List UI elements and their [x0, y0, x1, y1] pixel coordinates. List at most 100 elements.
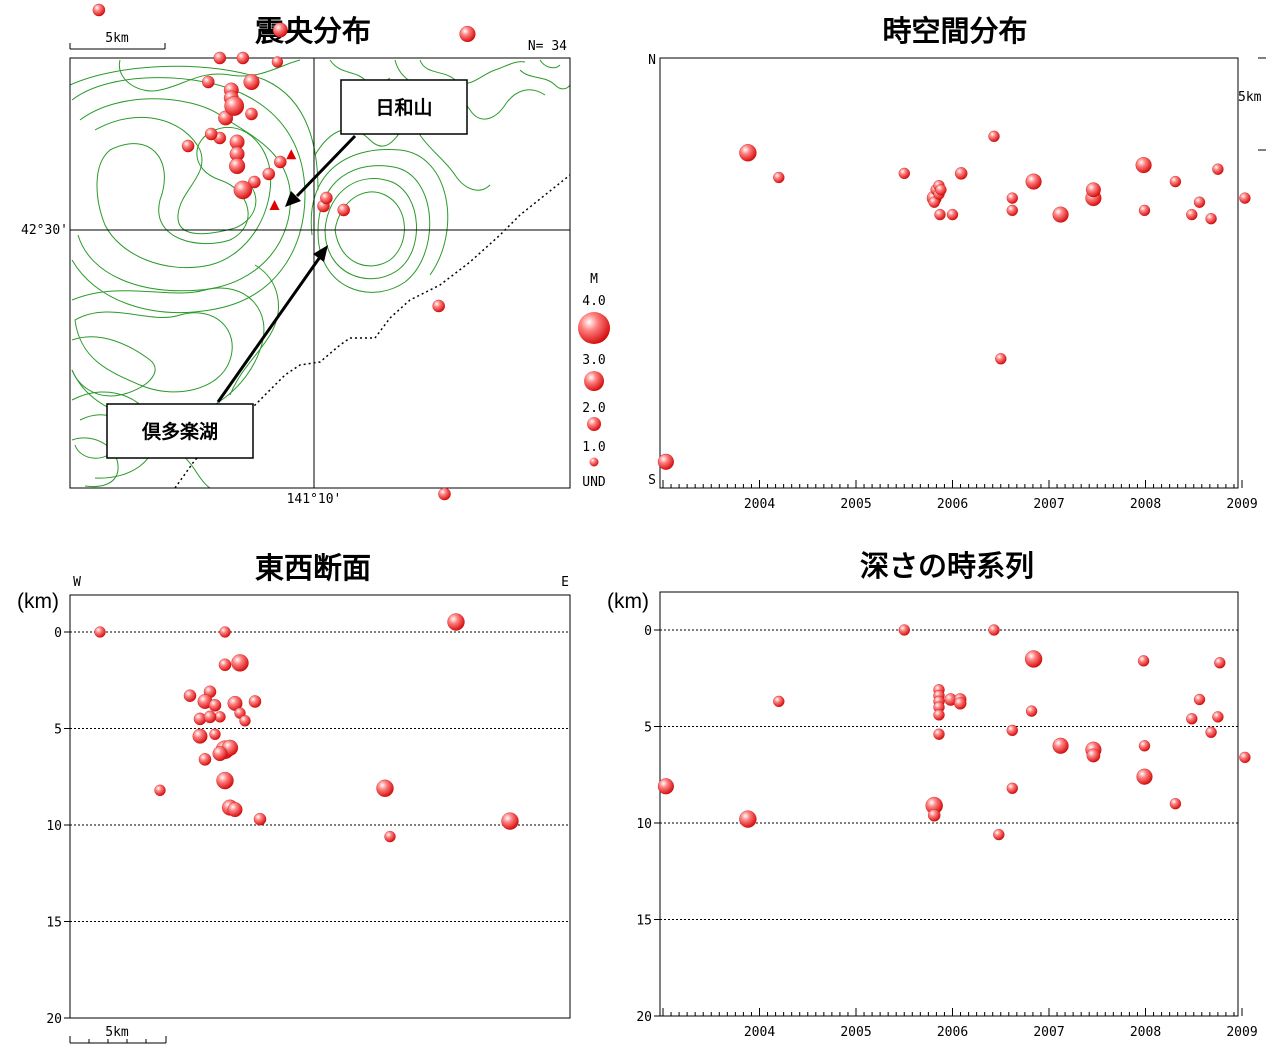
space-time-point	[954, 167, 968, 180]
ew-section-point	[239, 715, 251, 727]
space-time-point	[1006, 192, 1018, 204]
right-scale-label: 5km	[1238, 90, 1262, 105]
epicenter-point	[245, 107, 258, 121]
legend-marker-2	[587, 417, 601, 431]
depth-time-point	[657, 778, 674, 795]
ew-depth-grid: 0 5 10 15 20	[46, 626, 570, 1027]
space-time-point	[946, 208, 959, 221]
space-time-point	[773, 171, 785, 184]
epicenter-point	[224, 96, 245, 116]
legend-title: M	[590, 272, 598, 287]
space-time-point	[1186, 208, 1198, 221]
legend-marker-3	[584, 371, 604, 391]
depth-time-point	[1186, 713, 1198, 725]
epicenter-map-panel: 震央分布 5km N= 34	[21, 3, 571, 631]
depth-time-point	[927, 809, 941, 822]
epicenter-point	[272, 22, 288, 38]
epicenter-point	[181, 139, 195, 153]
space-time-point	[1085, 182, 1101, 198]
ew-scale-bar: 5km	[69, 1025, 167, 1044]
depth-time-point	[1169, 798, 1182, 810]
ew-section-points	[94, 626, 519, 843]
depth-time-point	[933, 709, 945, 721]
depth-tick-label: 15	[636, 914, 652, 929]
ew-section-point	[192, 728, 208, 744]
map-scale-bar: 5km	[69, 31, 166, 50]
ew-scale-label: 5km	[105, 1025, 129, 1040]
epicenter-point	[236, 51, 250, 65]
depth-tick-label: 0	[54, 626, 62, 641]
epicenter-point	[92, 3, 106, 17]
ew-section-point	[227, 802, 243, 818]
ew-section-point	[212, 746, 228, 762]
depth-time-unit: (km)	[607, 590, 649, 613]
depth-time-point	[1214, 657, 1226, 669]
depth-tick-label: 5	[644, 721, 652, 736]
event-count-label: N= 34	[528, 39, 567, 54]
legend-level-und: UND	[582, 475, 606, 490]
magnitude-legend: M 4.0 3.0 2.0 1.0 UND	[578, 272, 610, 490]
epicenter-point	[459, 25, 476, 43]
depth-time-point	[1137, 655, 1150, 667]
space-time-title: 時空間分布	[882, 14, 1027, 48]
depth-time-title: 深さの時系列	[860, 549, 1034, 583]
space-time-point	[935, 184, 947, 196]
epicenter-point	[202, 75, 215, 89]
depth-time-point	[1239, 751, 1251, 764]
depth-time-point	[1006, 724, 1018, 737]
ew-section-point	[218, 658, 232, 672]
map-scale-label: 5km	[105, 31, 129, 46]
space-time-point	[1025, 173, 1042, 190]
depth-tick-label: 15	[46, 916, 62, 931]
epicenter-point	[274, 155, 287, 169]
year-label: 2008	[1130, 497, 1161, 512]
epicenter-point	[233, 180, 253, 200]
south-label: S	[648, 473, 656, 488]
epicenter-point	[438, 487, 451, 501]
ew-section-point	[384, 830, 396, 843]
callout-kuttara-lake-label: 倶多楽湖	[141, 420, 218, 443]
depth-tick-label: 20	[46, 1012, 62, 1027]
epicenter-point	[229, 157, 246, 175]
ew-section-point	[248, 695, 262, 708]
year-label: 2006	[937, 497, 968, 512]
ew-section-point	[208, 699, 222, 712]
depth-time-point	[988, 624, 1000, 636]
volcano-triangle	[286, 149, 297, 160]
space-time-point	[1052, 206, 1069, 223]
space-time-point	[739, 144, 757, 162]
epicenter-point	[243, 73, 260, 91]
ew-section-point	[376, 779, 394, 797]
legend-level-1: 1.0	[582, 440, 605, 455]
space-time-point	[1239, 192, 1251, 204]
space-time-point	[657, 453, 674, 470]
legend-marker-4	[578, 312, 610, 344]
depth-time-point	[1193, 693, 1206, 706]
depth-tick-label: 5	[54, 723, 62, 738]
depth-tick-label: 20	[636, 1010, 652, 1025]
depth-tick-label: 0	[644, 624, 652, 639]
depth-time-grid: 0 5 10 15 20	[636, 624, 1238, 1025]
epicenter-point	[248, 175, 261, 189]
west-label: W	[73, 575, 81, 590]
ew-section-point	[198, 753, 212, 766]
ew-section-frame	[69, 594, 571, 1019]
space-time-point	[1135, 157, 1152, 174]
epicenter-point	[213, 51, 227, 65]
depth-time-point	[1052, 737, 1069, 754]
space-time-point	[988, 130, 1000, 142]
depth-time-point	[1136, 768, 1153, 785]
depth-time-point	[953, 697, 967, 710]
ew-section-point	[154, 784, 166, 796]
epicenter-point	[447, 613, 465, 631]
depth-time-point	[1138, 740, 1151, 752]
space-time-point	[1193, 196, 1206, 208]
space-time-points	[657, 130, 1251, 470]
depth-time-points	[657, 624, 1251, 841]
depth-time-point	[933, 728, 945, 740]
map-frame	[69, 57, 571, 489]
depth-time-point	[1205, 726, 1217, 738]
epicenter-point	[204, 127, 218, 141]
space-time-point	[1138, 204, 1151, 217]
